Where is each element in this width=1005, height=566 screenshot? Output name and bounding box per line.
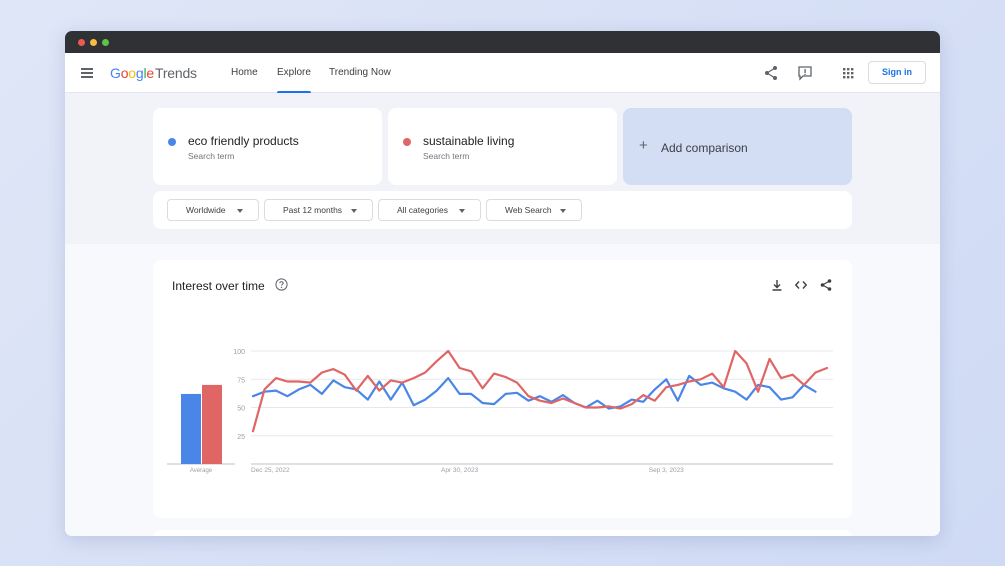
search-term-card-2[interactable]: sustainable living Search term (388, 108, 617, 185)
filter-region-dropdown[interactable]: Worldwide (167, 199, 259, 221)
next-card-peek (153, 530, 852, 536)
interest-chart: 25 50 75 100 Average Dec 25, 2022 Apr 30, 20… (167, 349, 833, 474)
y-tick-label: 25 (237, 434, 245, 441)
add-comparison-button[interactable]: + Add comparison (623, 108, 852, 185)
browser-window: GoogleTrends Home Explore Trending Now S… (65, 31, 940, 536)
nav-explore[interactable]: Explore (277, 67, 311, 93)
apps-grid-icon[interactable] (839, 64, 857, 82)
average-label: Average (190, 468, 213, 474)
search-term-card-1[interactable]: eco friendly products Search term (153, 108, 382, 185)
help-icon[interactable] (275, 278, 288, 291)
app-header: GoogleTrends Home Explore Trending Now S… (65, 53, 940, 93)
x-tick-label: Dec 25, 2022 (251, 467, 290, 474)
filter-bar: Worldwide Past 12 months All categories … (153, 191, 852, 229)
share-icon[interactable] (762, 64, 780, 82)
x-tick-label: Apr 30, 2023 (441, 467, 479, 474)
chevron-down-icon (560, 209, 566, 213)
feedback-icon[interactable] (796, 64, 814, 82)
average-bar (202, 384, 222, 464)
y-tick-label: 50 (237, 406, 245, 413)
y-tick-label: 75 (237, 377, 245, 384)
nav-home[interactable]: Home (231, 67, 258, 78)
chevron-down-icon (459, 209, 465, 213)
window-titlebar (65, 31, 940, 53)
filter-category-dropdown[interactable]: All categories (378, 199, 481, 221)
term-color-dot (168, 138, 176, 146)
download-icon[interactable] (770, 278, 784, 292)
chevron-down-icon (351, 209, 357, 213)
term-type: Search term (423, 151, 470, 161)
x-tick-label: Sep 3, 2023 (649, 467, 684, 474)
filter-time-dropdown[interactable]: Past 12 months (264, 199, 373, 221)
maximize-window-dot[interactable] (102, 39, 109, 46)
y-tick-label: 100 (233, 349, 245, 356)
interest-over-time-card: Interest over time 25 50 75 100 Average Dec… (153, 260, 852, 518)
sign-in-button[interactable]: Sign in (868, 61, 926, 84)
term-name: sustainable living (423, 134, 515, 148)
term-name: eco friendly products (188, 134, 299, 148)
chevron-down-icon (237, 209, 243, 213)
plus-icon: + (639, 137, 648, 154)
term-color-dot (403, 138, 411, 146)
add-comparison-label: Add comparison (661, 141, 748, 155)
series-line-eco-friendly-products[interactable] (251, 374, 817, 410)
series-line-sustainable-living[interactable] (251, 349, 829, 433)
google-trends-logo[interactable]: GoogleTrends (110, 65, 197, 81)
average-bar (181, 393, 201, 464)
chart-title: Interest over time (172, 279, 265, 293)
share-icon[interactable] (819, 278, 833, 292)
menu-icon[interactable] (81, 68, 93, 78)
embed-code-icon[interactable] (794, 278, 808, 292)
filter-search-type-dropdown[interactable]: Web Search (486, 199, 582, 221)
nav-trending-now[interactable]: Trending Now (329, 67, 391, 78)
minimize-window-dot[interactable] (90, 39, 97, 46)
term-type: Search term (188, 151, 235, 161)
close-window-dot[interactable] (78, 39, 85, 46)
